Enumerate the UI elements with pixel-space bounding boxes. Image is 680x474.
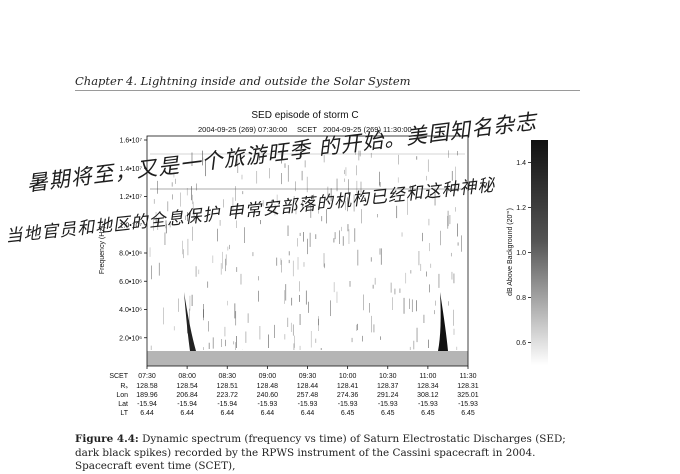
ephemeris-row-label-3: Lat <box>118 401 128 408</box>
ephemeris-cell-lt-6: 6.45 <box>381 410 395 417</box>
colorbar-tick-label-4: 0.6 <box>516 340 526 347</box>
frequency-tick-label-7: 1.6•10⁷ <box>119 138 142 145</box>
ephemeris-cell-lt-8: 6.45 <box>461 410 475 417</box>
sed-spikes <box>149 150 465 350</box>
ephemeris-cell-rs-5: 128.41 <box>337 383 359 390</box>
figure-title: SED episode of storm C <box>251 110 358 121</box>
dynamic-spectrum-figure: SED episode of storm C 2004-09-25 (269) … <box>99 110 548 417</box>
frequency-tick-label-4: 1.0•10⁷ <box>119 222 142 229</box>
ephemeris-cell-rs-7: 128.34 <box>417 383 439 390</box>
ephemeris-cell-lt-1: 6.44 <box>180 410 194 417</box>
colorbar-tick-label-0: 1.4 <box>516 160 526 167</box>
chapter-header: Chapter 4. Lightning inside and outside … <box>75 74 411 88</box>
time-middle-label: SCET <box>297 125 317 134</box>
ephemeris-row-label-2: Lon <box>116 392 128 399</box>
ephemeris-cell-lon-5: 274.36 <box>337 392 359 399</box>
ephemeris-cell-lon-8: 325.01 <box>457 392 479 399</box>
ephemeris-cell-scet-0: 07:30 <box>138 373 156 380</box>
ephemeris-cell-rs-6: 128.37 <box>377 383 399 390</box>
ephemeris-cell-lon-0: 189.96 <box>136 392 158 399</box>
time-start: 2004-09-25 (269) 07:30:00 <box>198 125 287 134</box>
ephemeris-cell-lt-4: 6.44 <box>301 410 315 417</box>
ephemeris-cell-lt-5: 6.45 <box>341 410 355 417</box>
ephemeris-cell-lat-5: -15.93 <box>338 401 358 408</box>
ephemeris-cell-rs-4: 128.44 <box>297 383 319 390</box>
ephemeris-cell-lat-1: -15.94 <box>177 401 197 408</box>
ephemeris-cell-lat-3: -15.93 <box>257 401 277 408</box>
ephemeris-cell-lon-3: 240.60 <box>257 392 279 399</box>
ephemeris-row-label-1: Rₛ <box>120 383 128 390</box>
ephemeris-cell-scet-8: 11:30 <box>460 373 477 380</box>
ephemeris-cell-lt-0: 6.44 <box>140 410 154 417</box>
ephemeris-cell-rs-3: 128.48 <box>257 383 279 390</box>
ephemeris-cell-lat-6: -15.93 <box>378 401 398 408</box>
ephemeris-cell-lat-8: -15.93 <box>458 401 478 408</box>
frequency-axis-label: Frequency (Hz) <box>99 226 106 274</box>
ephemeris-cell-scet-2: 08:30 <box>218 373 236 380</box>
frequency-tick-label-0: 2.0•10⁶ <box>119 335 142 342</box>
frequency-tick-label-3: 8.0•10⁶ <box>119 251 142 258</box>
ephemeris-cell-scet-1: 08:00 <box>178 373 196 380</box>
ephemeris-cell-rs-2: 128.51 <box>217 383 239 390</box>
frequency-tick-label-6: 1.4•10⁷ <box>119 166 142 173</box>
caption-label: Figure 4.4: <box>75 433 139 445</box>
ephemeris-cell-lt-3: 6.44 <box>261 410 275 417</box>
ephemeris-cell-scet-5: 10:00 <box>339 373 357 380</box>
ephemeris-cell-rs-8: 128.31 <box>457 383 479 390</box>
ephemeris-row-label-0: SCET <box>109 373 128 380</box>
colorbar-tick-label-2: 1.0 <box>516 250 526 257</box>
frequency-axis: 2.0•10⁶ 4.0•10⁶ 6.0•10⁶ 8.0•10⁶ 1.0•10⁷ 1.2•1… <box>119 138 147 342</box>
colorbar <box>531 140 548 365</box>
ephemeris-cell-lt-7: 6.45 <box>421 410 435 417</box>
ephemeris-cell-rs-0: 128.58 <box>136 383 158 390</box>
low-frequency-band <box>147 351 468 366</box>
figure-caption: Figure 4.4: Dynamic spectrum (frequency … <box>75 433 583 474</box>
ephemeris-cell-lat-4: -15.93 <box>298 401 318 408</box>
ephemeris-cell-lat-0: -15.94 <box>137 401 157 408</box>
ephemeris-row-label-4: LT <box>120 410 128 417</box>
time-end: 2004-09-25 (269) 11:30:00 <box>323 125 412 134</box>
ephemeris-cell-lon-6: 291.24 <box>377 392 399 399</box>
colorbar-tick-label-3: 0.8 <box>516 295 526 302</box>
ephemeris-cell-lat-2: -15.94 <box>217 401 237 408</box>
ephemeris-cell-lat-7: -15.93 <box>418 401 438 408</box>
header-rule <box>75 90 580 91</box>
storm-burst-right <box>438 292 448 351</box>
ephemeris-table: SCET Rₛ Lon Lat LT 07:30 128.58 189.96 -15.94 6.4… <box>109 366 479 417</box>
storm-burst-left <box>184 292 196 351</box>
ephemeris-cell-lt-2: 6.44 <box>220 410 234 417</box>
ephemeris-cell-scet-4: 09:30 <box>299 373 317 380</box>
frequency-tick-label-1: 4.0•10⁶ <box>119 307 142 314</box>
frequency-tick-label-5: 1.2•10⁷ <box>119 194 142 201</box>
ephemeris-cell-scet-6: 10:30 <box>379 373 397 380</box>
ephemeris-cell-lon-4: 257.48 <box>297 392 319 399</box>
frequency-tick-label-2: 6.0•10⁶ <box>119 279 142 286</box>
caption-text: Dynamic spectrum (frequency vs time) of … <box>75 433 566 472</box>
colorbar-axis: 1.4 1.2 1.0 0.8 0.6 <box>516 160 531 347</box>
colorbar-tick-label-1: 1.2 <box>516 205 526 212</box>
ephemeris-cell-lon-2: 223.72 <box>217 392 239 399</box>
ephemeris-cell-scet-7: 11:00 <box>419 373 436 380</box>
ephemeris-cell-lon-1: 206.84 <box>176 392 198 399</box>
ephemeris-cell-lon-7: 308.12 <box>417 392 439 399</box>
ephemeris-cell-rs-1: 128.54 <box>176 383 198 390</box>
ephemeris-cell-scet-3: 09:00 <box>259 373 277 380</box>
colorbar-label: dB Above Background (20'°) <box>506 208 514 296</box>
